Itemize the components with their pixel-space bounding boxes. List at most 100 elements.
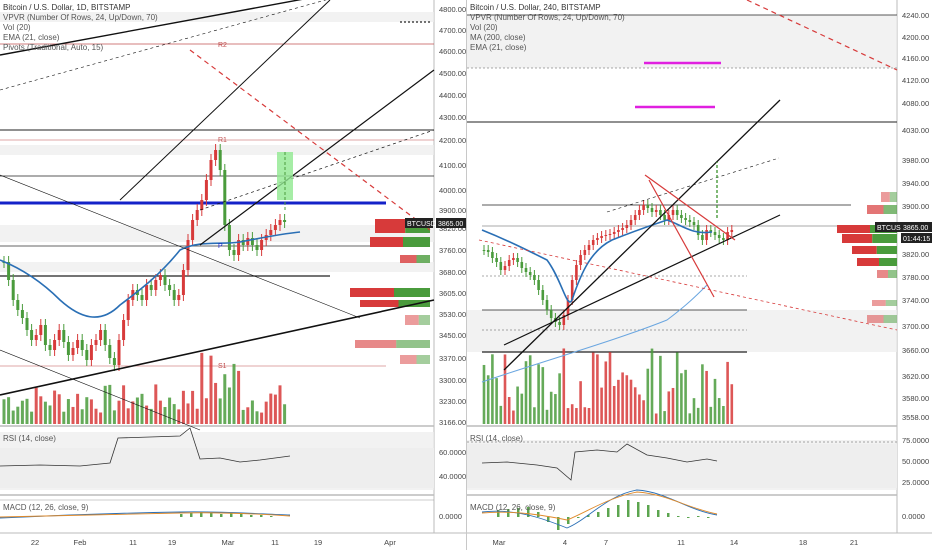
ema-line [0, 231, 301, 318]
vpvr-bar-down [355, 340, 397, 348]
trend-line [0, 0, 303, 56]
candle-body [646, 205, 650, 208]
candle-body [195, 210, 199, 220]
vpvr-bar-up [418, 315, 430, 325]
volume-bar [223, 374, 227, 424]
vpvr-bar-down [400, 255, 417, 263]
candle-body [117, 340, 121, 365]
trend-line [746, 0, 898, 71]
volume-bar [680, 373, 683, 424]
volume-bar [516, 386, 519, 424]
volume-bar [25, 398, 29, 424]
volume-bar [11, 410, 15, 424]
vpvr-bar-down [400, 355, 417, 364]
h4-chart-panel[interactable]: 4240.00 4200.00 4160.00 4120.00 4080.00 4030.… [466, 0, 932, 550]
ema-line [481, 219, 713, 303]
price-tick-label: 4500.00 [439, 69, 466, 78]
legend-line: EMA (21, close) [470, 43, 527, 52]
candle-body [642, 205, 645, 210]
macd-histogram-bar [507, 509, 510, 517]
candle-body [604, 235, 608, 236]
vpvr-bar-up [879, 258, 897, 266]
volume-bar [663, 411, 666, 424]
symbol-tag-text: BTCUSD [407, 221, 436, 228]
vpvr-bar-down [872, 300, 886, 306]
vpvr-bar-down [852, 246, 877, 254]
candle-body [227, 225, 231, 250]
volume-bar [600, 387, 603, 424]
macd-histogram-bar [250, 515, 253, 517]
volume-bar [701, 364, 704, 424]
candle-body [696, 225, 700, 235]
rsi-tick-label: 60.0000 [439, 448, 466, 457]
candle-body [638, 210, 641, 215]
price-tick-label: 4240.00 [902, 11, 929, 20]
volume-bar [191, 390, 195, 424]
volume-bar [705, 370, 708, 424]
volume-bar [99, 412, 103, 424]
vpvr-bar-down [867, 205, 884, 214]
volume-bar [633, 387, 637, 424]
volume-bar [608, 352, 612, 424]
trend-line [119, 0, 331, 201]
volume-bar [269, 393, 273, 424]
daily-chart-panel[interactable]: 4800.00 4700.00 4600.00 4500.00 4400.00 4300.… [0, 0, 466, 550]
daily-chart-canvas[interactable]: 4800.00 4700.00 4600.00 4500.00 4400.00 4300.… [0, 0, 466, 550]
volume-bar [163, 407, 167, 424]
price-tag-text: 3865.00 [438, 221, 463, 228]
price-tick-label: 3900.00 [439, 206, 466, 215]
volume-bar [241, 409, 245, 424]
time-tick-label: Mar [493, 538, 506, 547]
macd-histogram-bar [647, 505, 650, 517]
candle-body [608, 234, 612, 235]
time-tick-label: 7 [604, 538, 608, 547]
candle-body [103, 330, 107, 345]
volume-bar [533, 407, 536, 424]
macd-histogram-bar [597, 512, 600, 517]
volume-bar [512, 410, 515, 424]
vpvr-bar-down [867, 315, 884, 323]
candle-body [671, 210, 675, 215]
macd-histogram-bar [687, 517, 690, 518]
candle-body [524, 268, 528, 272]
candle-body [537, 280, 540, 290]
candle-body [168, 285, 172, 290]
candle-body [246, 238, 250, 245]
pivot-label: R1 [218, 137, 227, 144]
volume-bar [20, 400, 24, 424]
candle-body [675, 210, 679, 215]
candle-body [528, 272, 532, 275]
candle-body [629, 220, 633, 225]
pivot-label: S1 [218, 363, 227, 370]
volume-bar [89, 399, 93, 424]
candle-body [126, 300, 130, 320]
h4-chart-canvas[interactable]: 4240.00 4200.00 4160.00 4120.00 4080.00 4030.… [467, 0, 932, 550]
h4-chart-legend: Bitcoin / U.S. Dollar, 240, BITSTAMP VPV… [470, 3, 625, 53]
candle-body [633, 215, 637, 220]
candle-body [186, 240, 190, 270]
price-tag [436, 218, 466, 228]
volume-bar [177, 409, 181, 424]
symbol-tag [875, 222, 903, 232]
vpvr-bar-up [403, 237, 430, 247]
candle-body [57, 330, 61, 340]
trend-line [189, 49, 431, 231]
candle-body [209, 160, 213, 180]
vpvr-bar-down [370, 237, 403, 247]
volume-bar [726, 361, 729, 424]
volume-bar [499, 405, 503, 424]
volume-bar [209, 355, 213, 424]
price-tick-label: 4700.00 [439, 26, 466, 35]
candle-body [570, 280, 574, 300]
candle-body [149, 285, 153, 290]
candle-body [71, 348, 75, 355]
candle-body [7, 262, 11, 280]
candle-body [549, 310, 553, 318]
volume-bar [135, 397, 139, 424]
volume-bar [218, 398, 222, 424]
candle-body [172, 290, 176, 300]
candle-body [250, 238, 254, 245]
volume-bar [587, 407, 591, 424]
price-tag-text: 3865.00 [903, 225, 928, 232]
volume-bar [671, 387, 675, 424]
